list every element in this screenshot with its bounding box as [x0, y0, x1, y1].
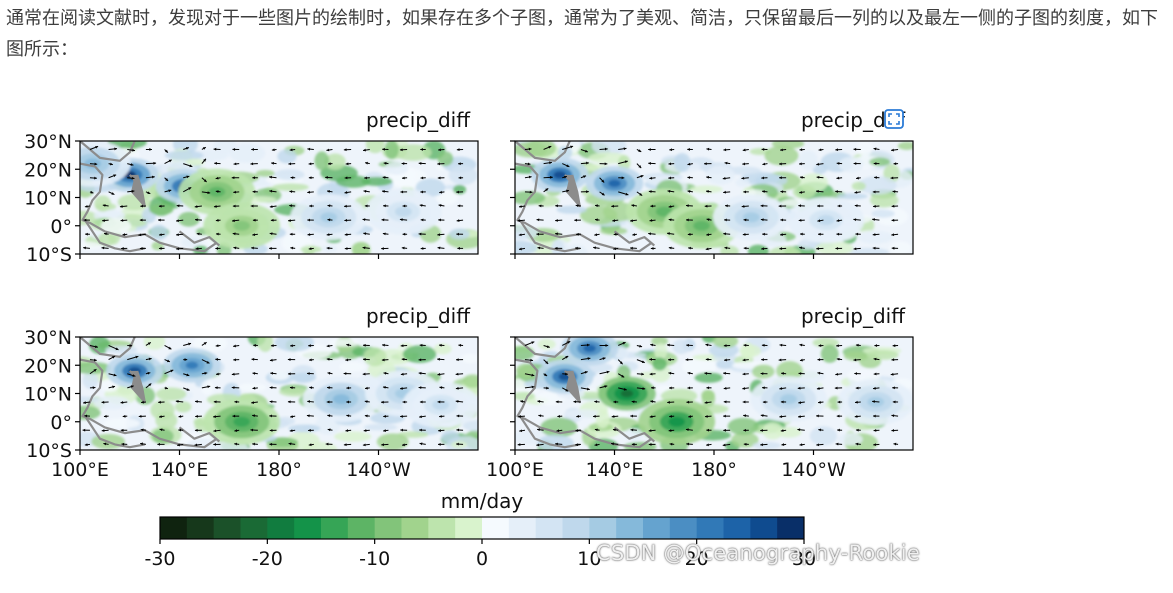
- lat-tick-label: 10°S: [26, 440, 72, 462]
- precip-blob: [432, 399, 450, 410]
- precip-blob: [394, 206, 412, 217]
- watermark-text: CSDN @Oceanography-Rookie: [596, 541, 920, 565]
- colorbar-swatch: [321, 517, 349, 539]
- colorbar-tick-label: 10: [577, 548, 601, 570]
- precip-blob: [233, 416, 251, 427]
- lon-tick-label: 180°: [691, 459, 737, 481]
- precip-blob: [583, 344, 596, 353]
- colorbar-tick-label: -30: [144, 548, 175, 570]
- precip-blob: [817, 215, 835, 226]
- article-paragraph: 通常在阅读文献时，发现对于一些图片的绘制时，如果存在多个子图，通常为了美观、简洁…: [6, 8, 1158, 60]
- precip-blob: [553, 171, 567, 179]
- colorbar: -30 -20 -10 0 10 20 30 mm/day: [144, 489, 816, 570]
- wind-vectors: [83, 145, 464, 251]
- lat-tick-label: 10°N: [24, 384, 72, 406]
- colorbar-swatch: [616, 517, 644, 539]
- panel-title: precip_diff: [366, 108, 471, 132]
- wind-vectors: [517, 340, 899, 447]
- colorbar-tick-label: 30: [792, 548, 816, 570]
- colorbar-swatch: [777, 517, 805, 539]
- colorbar-swatch: [535, 517, 563, 539]
- colorbar-swatch: [374, 517, 402, 539]
- colorbar-tick-label: 0: [476, 548, 488, 570]
- colorbar-swatch: [240, 517, 268, 539]
- precip-blob: [185, 361, 199, 370]
- precip-blob: [620, 389, 634, 398]
- colorbar-swatch: [508, 517, 537, 539]
- colorbar-label: mm/day: [441, 489, 524, 513]
- lat-tick-label: 0°: [50, 216, 72, 238]
- colorbar-swatch: [562, 517, 590, 539]
- colorbar-swatch: [750, 517, 778, 539]
- coastline: [80, 337, 221, 449]
- map-panel-4: precip_diff 100°E 140°E 180° 140°W: [486, 304, 914, 481]
- precip-field: [515, 141, 913, 254]
- colorbar-swatch: [643, 517, 671, 539]
- lon-tick-label: 140°W: [781, 459, 846, 481]
- precip-field: [80, 141, 478, 254]
- colorbar-swatch: [482, 517, 510, 539]
- colorbar-swatch: [347, 517, 376, 539]
- expand-image-icon[interactable]: [884, 109, 904, 129]
- colorbar-swatch: [455, 517, 483, 539]
- colorbar-swatch: [428, 517, 456, 539]
- colorbar-tick-label: 20: [685, 548, 709, 570]
- colorbar-swatch: [294, 517, 322, 539]
- lon-tick-label: 140°E: [586, 459, 644, 481]
- precip-blob: [668, 416, 686, 427]
- colorbar-swatch: [160, 517, 188, 539]
- lon-tick-label: 100°E: [51, 459, 109, 481]
- precip-blob: [693, 220, 710, 231]
- colorbar-tick-label: -20: [252, 548, 283, 570]
- lon-tick-label: 140°E: [151, 459, 209, 481]
- colorbar-swatch: [669, 517, 698, 539]
- colorbar-swatch: [213, 517, 241, 539]
- colorbar-swatch: [401, 517, 429, 539]
- lon-tick-label: 100°E: [486, 459, 544, 481]
- colorbar-swatch: [186, 517, 215, 539]
- lat-tick-label: 0°: [50, 412, 72, 434]
- precip-blob: [332, 394, 350, 405]
- map-panel-1: precip_diff 30°N 20°N 10°N 0° 10°S: [24, 108, 479, 266]
- lon-tick-label: 140°W: [346, 459, 411, 481]
- lat-tick-label: 30°N: [24, 327, 72, 349]
- panel-title: precip_diff: [801, 304, 906, 328]
- panel-title: precip_diff: [366, 304, 471, 328]
- lat-tick-label: 10°S: [26, 244, 72, 266]
- map-panel-2: precip_diff: [510, 108, 914, 259]
- precip-blob: [608, 179, 621, 188]
- lat-tick-label: 10°N: [24, 188, 72, 210]
- colorbar-swatch: [589, 517, 617, 539]
- coastline: [515, 337, 656, 449]
- coastline: [80, 141, 221, 253]
- precip-blob: [233, 220, 251, 231]
- colorbar-tick-label: -10: [359, 548, 390, 570]
- precip-blob: [320, 212, 338, 223]
- colorbar-swatch: [723, 517, 751, 539]
- lon-tick-label: 180°: [256, 459, 302, 481]
- lat-tick-label: 20°N: [24, 355, 72, 377]
- lat-tick-label: 30°N: [24, 131, 72, 153]
- lat-tick-label: 20°N: [24, 159, 72, 181]
- wind-vectors: [82, 341, 464, 447]
- colorbar-swatch: [267, 517, 295, 539]
- wind-vectors: [517, 145, 899, 251]
- colorbar-swatch: [696, 517, 724, 539]
